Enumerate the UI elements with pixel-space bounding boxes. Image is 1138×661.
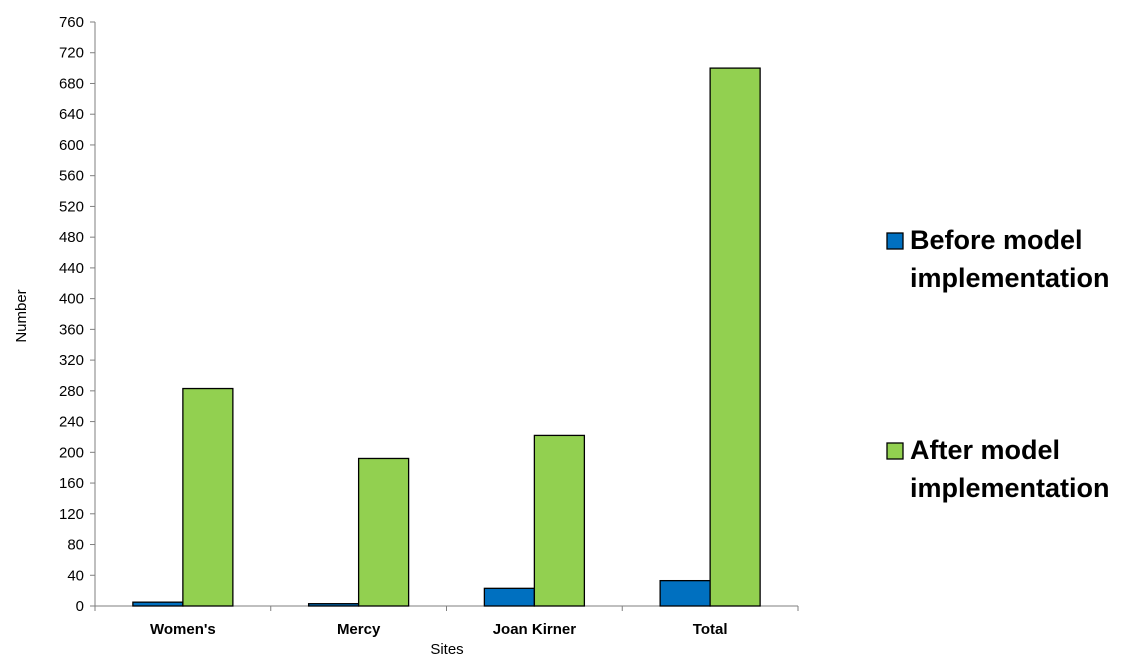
y-tick-label: 760	[59, 14, 84, 31]
y-tick-label: 120	[59, 506, 84, 523]
y-axis-title: Number	[13, 289, 30, 342]
y-tick-label: 480	[59, 229, 84, 246]
axes: 0 40 80 120 160 200 240 280 320 360 400 440 480 520 56…	[59, 14, 799, 638]
x-axis-title: Sites	[430, 641, 463, 658]
bar-before	[483, 587, 536, 607]
legend-swatch	[886, 442, 904, 460]
legend-label: After model implementation	[910, 435, 1110, 503]
y-tick-label: 440	[59, 260, 84, 277]
bar-before	[307, 603, 360, 607]
y-tick-label: 280	[59, 383, 84, 400]
legend-swatch	[886, 232, 904, 250]
y-tick-label: 640	[59, 106, 84, 123]
y-tick-label: 0	[76, 598, 84, 615]
y-tick-label: 720	[59, 45, 84, 62]
legend-label-line: Before model	[910, 225, 1083, 255]
y-tick-label: 400	[59, 291, 84, 308]
y-tick-label: 240	[59, 414, 84, 431]
x-category-label: Mercy	[337, 621, 381, 638]
y-tick-label: 320	[59, 352, 84, 369]
legend-label-line: implementation	[910, 263, 1110, 293]
bar-after	[533, 434, 586, 607]
y-tick-label: 40	[67, 567, 84, 584]
legend-label-line: implementation	[910, 473, 1110, 503]
legend-label-line: After model	[910, 435, 1060, 465]
bar-before	[132, 601, 184, 607]
bar-after	[709, 67, 761, 607]
y-tick-label: 360	[59, 321, 84, 338]
y-tick-label: 680	[59, 75, 84, 92]
x-category-label: Women's	[150, 621, 216, 638]
y-tick-label: 600	[59, 137, 84, 154]
bar-after	[182, 387, 234, 607]
y-tick-label: 160	[59, 475, 84, 492]
x-category-label: Total	[693, 621, 728, 638]
y-tick-label: 560	[59, 168, 84, 185]
y-tick-label: 520	[59, 198, 84, 215]
legend-label: Before model implementation	[910, 225, 1110, 293]
y-tick-label: 200	[59, 444, 84, 461]
bar-after	[357, 457, 410, 607]
x-category-label: Joan Kirner	[493, 621, 577, 638]
legend: Before model implementation After model imp…	[886, 225, 1110, 503]
bars	[132, 67, 761, 607]
bar-before	[659, 579, 711, 607]
y-tick-label: 80	[67, 537, 84, 554]
